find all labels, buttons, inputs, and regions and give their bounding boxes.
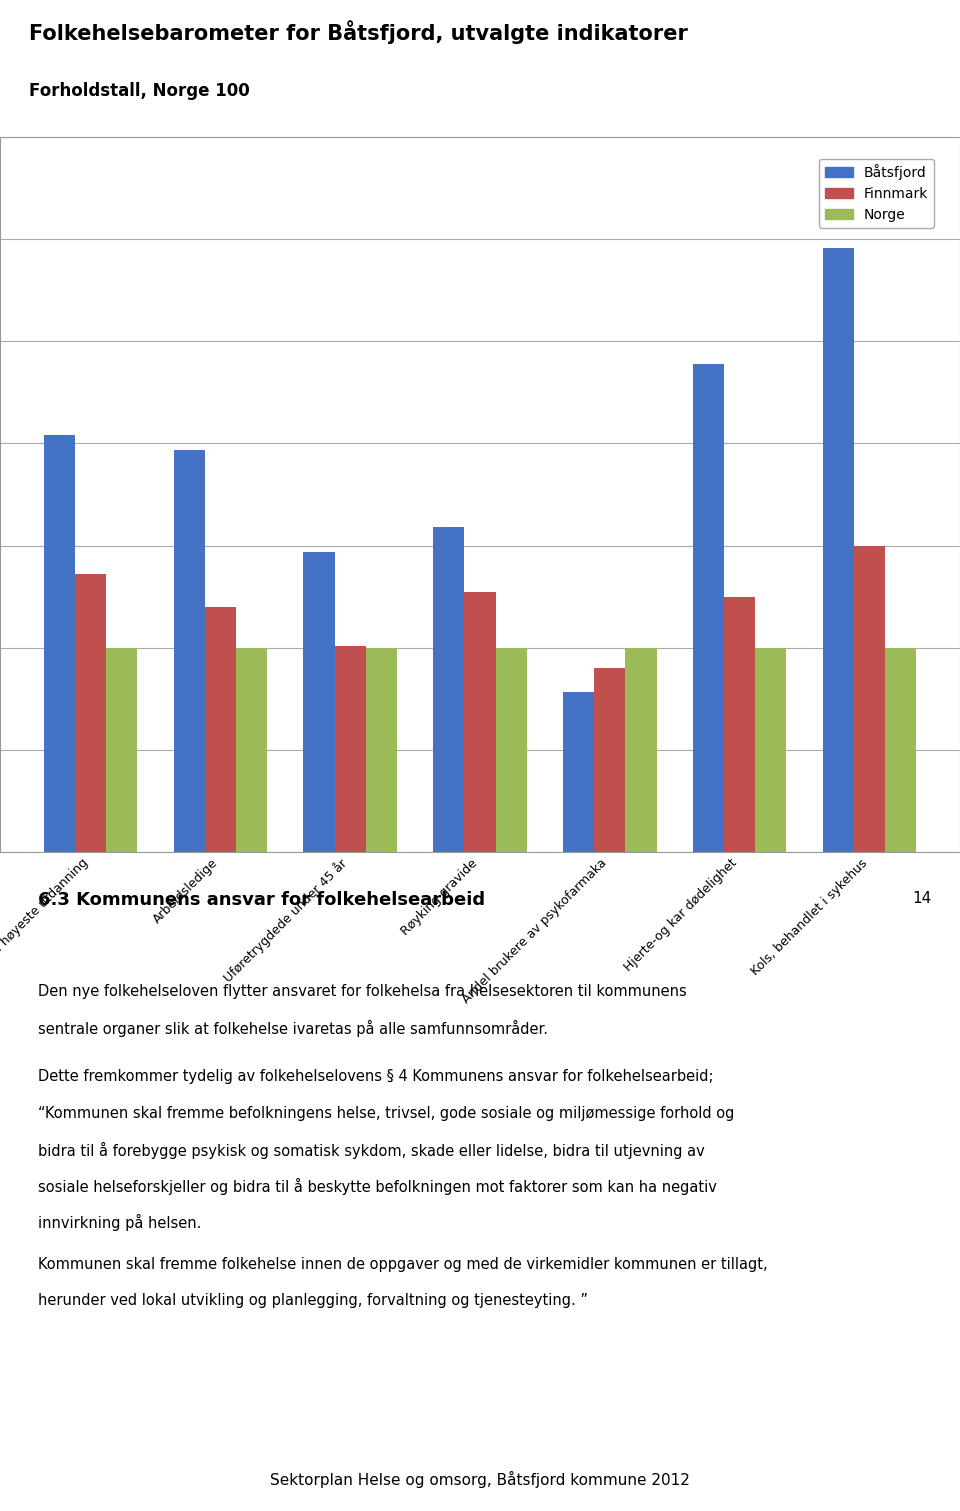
Bar xyxy=(495,648,527,852)
Text: Kommunen skal fremme folkehelse innen de oppgaver og med de virkemidler kommunen: Kommunen skal fremme folkehelse innen de… xyxy=(38,1257,768,1272)
Bar xyxy=(43,435,75,852)
Text: sentrale organer slik at folkehelse ivaretas på alle samfunnsområder.: sentrale organer slik at folkehelse ivar… xyxy=(38,1020,548,1037)
Bar xyxy=(174,450,204,852)
Text: sosiale helseforskjeller og bidra til å beskytte befolkningen mot faktorer som k: sosiale helseforskjeller og bidra til å … xyxy=(38,1179,717,1195)
Text: Folkehelsebarometer for Båtsfjord, utvalgte indikatorer: Folkehelsebarometer for Båtsfjord, utval… xyxy=(29,21,687,44)
Text: 6.3 Kommunens ansvar for folkehelsearbeid: 6.3 Kommunens ansvar for folkehelsearbei… xyxy=(38,891,486,910)
Bar xyxy=(885,648,917,852)
Text: bidra til å forebygge psykisk og somatisk sykdom, skade eller lidelse, bidra til: bidra til å forebygge psykisk og somatis… xyxy=(38,1142,706,1159)
Bar xyxy=(564,692,594,852)
Bar xyxy=(303,552,334,852)
Text: Dette fremkommer tydelig av folkehelselovens § 4 Kommunens ansvar for folkehelse: Dette fremkommer tydelig av folkehelselo… xyxy=(38,1070,714,1085)
Bar xyxy=(594,668,626,852)
Text: herunder ved lokal utvikling og planlegging, forvaltning og tjenesteyting. ”: herunder ved lokal utvikling og planlegg… xyxy=(38,1293,588,1309)
Bar xyxy=(334,645,366,852)
Bar xyxy=(823,248,854,852)
Text: Sektorplan Helse og omsorg, Båtsfjord kommune 2012: Sektorplan Helse og omsorg, Båtsfjord ko… xyxy=(270,1472,690,1488)
Legend: Båtsfjord, Finnmark, Norge: Båtsfjord, Finnmark, Norge xyxy=(820,159,934,228)
Bar xyxy=(626,648,657,852)
Bar xyxy=(204,607,236,852)
Bar xyxy=(433,527,465,852)
Bar xyxy=(236,648,267,852)
Text: Den nye folkehelseloven flytter ansvaret for folkehelsa fra helsesektoren til ko: Den nye folkehelseloven flytter ansvaret… xyxy=(38,984,687,999)
Text: Forholdstall, Norge 100: Forholdstall, Norge 100 xyxy=(29,83,250,100)
Text: 14: 14 xyxy=(912,891,931,907)
Bar xyxy=(75,574,106,852)
Bar xyxy=(756,648,786,852)
Bar xyxy=(693,364,724,852)
Bar xyxy=(465,592,495,852)
Text: “Kommunen skal fremme befolkningens helse, trivsel, gode sosiale og miljømessige: “Kommunen skal fremme befolkningens hels… xyxy=(38,1106,734,1121)
Bar xyxy=(366,648,396,852)
Bar xyxy=(854,545,885,852)
Text: innvirkning på helsen.: innvirkning på helsen. xyxy=(38,1215,202,1231)
Bar xyxy=(724,597,756,852)
Bar xyxy=(106,648,137,852)
